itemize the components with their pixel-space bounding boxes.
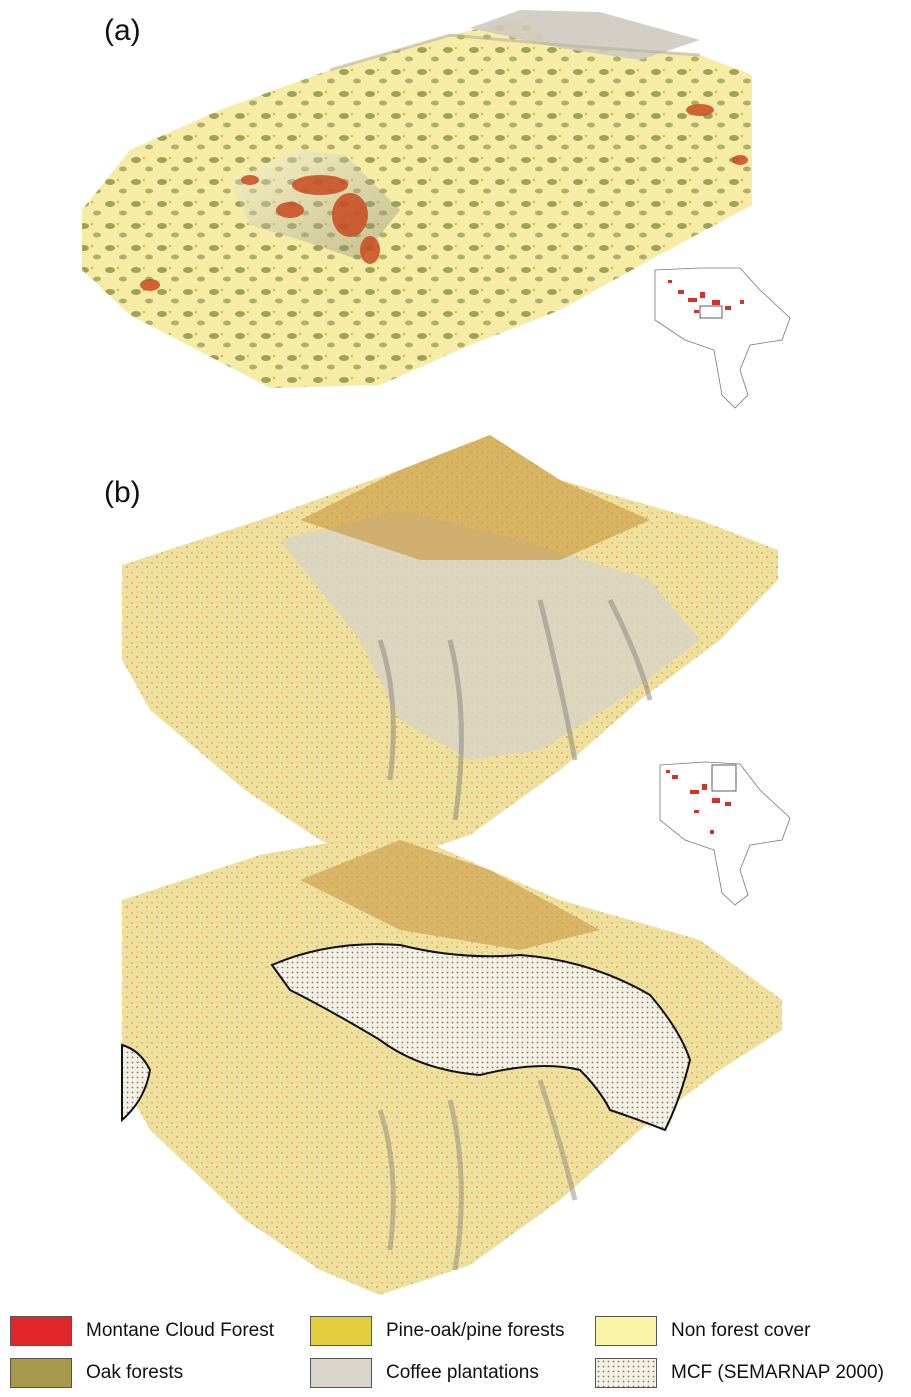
valley-shadows-b1 — [377, 598, 653, 821]
legend-item-montane-cloud-forest: Montane Cloud Forest — [10, 1316, 274, 1346]
legend-label-montane-cloud-forest: Montane Cloud Forest — [86, 1320, 274, 1341]
panel-label-a: (a) — [104, 14, 141, 47]
coffee-slope-b1 — [280, 510, 700, 760]
mcf-semarnap-area — [270, 943, 692, 1132]
panel-label-b: (b) — [104, 476, 141, 509]
coffee-area-a — [470, 10, 700, 60]
legend-label-mcf-semarnap: MCF (SEMARNAP 2000) — [671, 1362, 884, 1383]
summit-b1 — [300, 435, 650, 560]
legend-swatch-pine-oak-forests — [310, 1316, 372, 1346]
ridge-line-a — [329, 33, 701, 72]
legend-swatch-montane-cloud-forest — [10, 1316, 72, 1346]
legend-item-non-forest-cover: Non forest cover — [595, 1316, 810, 1346]
legend-item-oak-forests: Oak forests — [10, 1358, 183, 1388]
legend-swatch-coffee-plantations — [310, 1358, 372, 1388]
terrain-a-vegetation — [82, 20, 752, 388]
cloud-forest-patches-a — [140, 104, 748, 291]
legend-swatch-non-forest-cover — [595, 1316, 657, 1346]
legend-item-pine-oak-forests: Pine-oak/pine forests — [310, 1316, 565, 1346]
summit-b2 — [300, 840, 600, 950]
legend-label-coffee-plantations: Coffee plantations — [386, 1362, 539, 1383]
valley-shadows-b2 — [377, 1079, 578, 1271]
legend-swatch-oak-forests — [10, 1358, 72, 1388]
map-panel-b-bottom — [121, 830, 782, 1295]
mcf-semarnap-left — [121, 1043, 152, 1123]
legend-swatch-mcf-semarnap — [595, 1358, 657, 1388]
map-panel-a — [82, 10, 791, 409]
legend-item-coffee-plantations: Coffee plantations — [310, 1358, 539, 1388]
legend-item-mcf-semarnap: MCF (SEMARNAP 2000) — [595, 1358, 884, 1388]
legend-label-pine-oak-forests: Pine-oak/pine forests — [386, 1320, 565, 1341]
inset-map-b — [659, 761, 791, 906]
inset-map-a — [654, 267, 791, 409]
legend: Montane Cloud Forest Pine-oak/pine fores… — [10, 1316, 910, 1396]
map-panel-b-top — [122, 435, 791, 906]
legend-label-oak-forests: Oak forests — [86, 1362, 184, 1383]
legend-label-non-forest-cover: Non forest cover — [671, 1320, 811, 1341]
